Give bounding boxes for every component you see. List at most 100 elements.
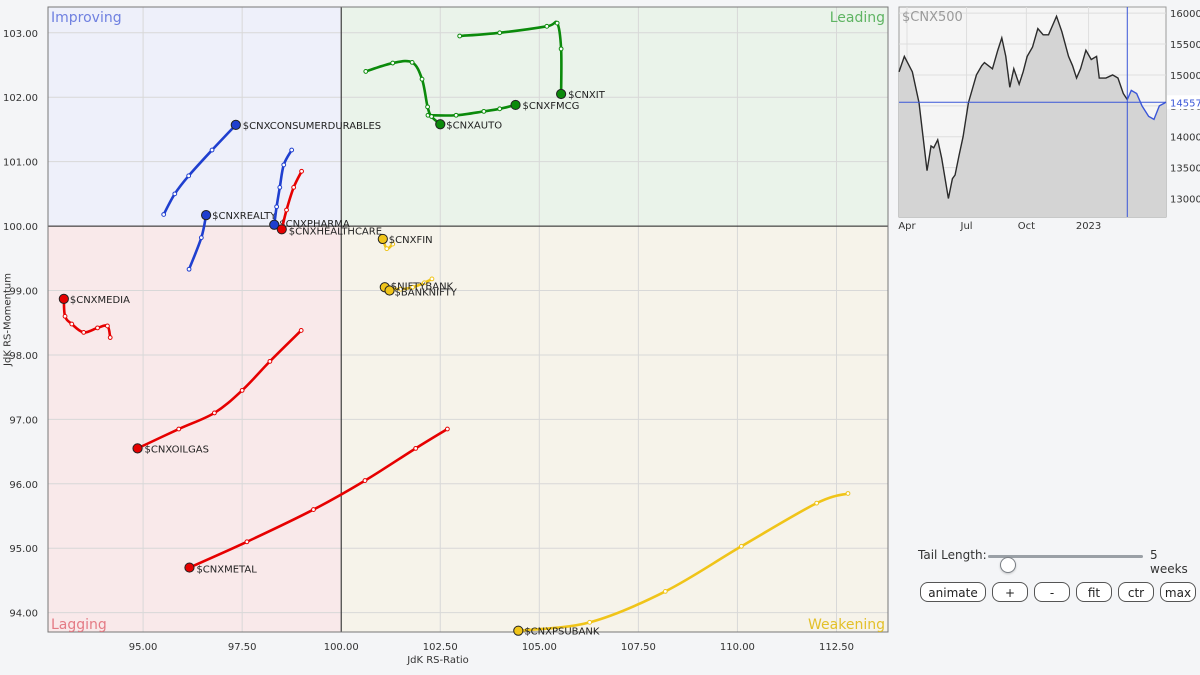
tail-point bbox=[239, 387, 245, 393]
y-tick-label: 94.00 bbox=[9, 609, 38, 620]
tail-point bbox=[62, 313, 68, 319]
tail-point bbox=[587, 619, 593, 625]
series-cnxpharma: $CNXPHARMA bbox=[269, 147, 350, 230]
head-point-cnxconsumerdurables bbox=[230, 119, 241, 131]
center-button[interactable]: ctr bbox=[1118, 582, 1154, 602]
mini-area-fill bbox=[899, 16, 1166, 217]
tail-point bbox=[738, 543, 744, 549]
fit-button[interactable]: fit bbox=[1076, 582, 1112, 602]
tail-point bbox=[413, 445, 419, 451]
y-tick-label: 97.00 bbox=[9, 415, 38, 426]
tail-point bbox=[284, 207, 289, 213]
zoom-in-button[interactable]: + bbox=[992, 582, 1028, 602]
head-point-cnxrealty bbox=[200, 210, 212, 221]
tail-point bbox=[311, 507, 316, 512]
tail-point bbox=[554, 20, 560, 26]
series-cnxconsumerdurables: $CNXCONSUMERDURABLES bbox=[161, 119, 381, 217]
tail-point bbox=[425, 104, 430, 110]
tail-point bbox=[453, 112, 459, 118]
x-axis-title: JdK RS-Ratio bbox=[406, 655, 469, 666]
x-tick-label: 112.50 bbox=[819, 642, 854, 653]
series-cnxpsubank: $CNXPSUBANK bbox=[513, 491, 851, 638]
mini-x-tick-label: Oct bbox=[1018, 221, 1035, 232]
mini-x-tick-label: 2023 bbox=[1076, 221, 1101, 232]
mini-y-tick-label: 15000 bbox=[1170, 71, 1200, 82]
mini-value-badge bbox=[1167, 95, 1200, 110]
tail-point bbox=[481, 108, 487, 114]
slider-thumb[interactable] bbox=[999, 557, 1016, 573]
label-banknifty: $BANKNIFTY bbox=[395, 288, 458, 299]
tail-point bbox=[362, 478, 368, 483]
tail-point bbox=[363, 69, 369, 74]
tail-point bbox=[81, 329, 87, 335]
quadrant-lagging bbox=[48, 226, 342, 633]
y-axis-title: JdK RS-Momentum bbox=[2, 273, 13, 367]
label-cnxpharma: $CNXPHARMA bbox=[279, 219, 350, 230]
quadrant-label-weakening: Weakening bbox=[808, 617, 885, 633]
tail-point bbox=[558, 46, 564, 52]
label-cnxfmcg: $CNXFMCG bbox=[523, 101, 580, 112]
y-tick-label: 98.00 bbox=[9, 351, 38, 362]
label-cnxit: $CNXIT bbox=[568, 90, 606, 101]
zoom-out-button[interactable]: - bbox=[1034, 582, 1070, 602]
mini-line-history bbox=[898, 14, 1128, 199]
tail-point bbox=[497, 106, 503, 112]
y-tick-label: 101.00 bbox=[3, 158, 38, 169]
tail-length-value: 5 weeks bbox=[1150, 548, 1188, 576]
head-point-cnxpsubank bbox=[513, 625, 524, 636]
head-point-cnxfin bbox=[377, 233, 388, 245]
mini-y-tick-label: 16000 bbox=[1170, 9, 1200, 20]
cnx500-mini-chart: $CNX500130001350014000145001500015500160… bbox=[898, 6, 1200, 232]
series-cnxmedia: $CNXMEDIA bbox=[58, 293, 130, 340]
x-tick-label: 110.00 bbox=[720, 642, 755, 653]
x-tick-label: 97.50 bbox=[228, 642, 257, 653]
tail-point bbox=[384, 246, 390, 252]
button-row: animate + - fit ctr max bbox=[918, 582, 1198, 604]
series-cnxmetal: $CNXMETAL bbox=[184, 426, 450, 576]
tail-line-cnxoilgas bbox=[136, 329, 303, 450]
tail-point bbox=[289, 147, 295, 153]
tail-point bbox=[291, 185, 297, 190]
series-cnxhealthcare: $CNXHEALTHCARE bbox=[276, 168, 382, 237]
y-tick-label: 100.00 bbox=[3, 222, 38, 233]
tail-point bbox=[390, 241, 396, 247]
mini-x-tick-label: Apr bbox=[898, 221, 916, 232]
y-tick-label: 95.00 bbox=[9, 544, 38, 555]
max-button[interactable]: max bbox=[1160, 582, 1196, 602]
mini-current-value-label: 14557.8 bbox=[1170, 98, 1200, 109]
x-tick-label: 95.00 bbox=[129, 642, 158, 653]
tail-point bbox=[212, 410, 217, 416]
tail-point bbox=[662, 589, 668, 594]
tail-point bbox=[544, 23, 550, 29]
tail-point bbox=[176, 426, 182, 432]
tail-point bbox=[444, 426, 450, 432]
tail-point bbox=[410, 284, 415, 290]
tail-point bbox=[298, 328, 304, 333]
x-tick-label: 100.00 bbox=[324, 642, 359, 653]
animate-button[interactable]: animate bbox=[920, 582, 986, 602]
y-tick-label: 102.00 bbox=[3, 93, 38, 104]
tail-point bbox=[105, 323, 110, 329]
tail-point bbox=[429, 276, 435, 282]
tail-point bbox=[398, 286, 404, 292]
label-cnxfin: $CNXFIN bbox=[389, 235, 433, 246]
tail-length-slider[interactable] bbox=[988, 555, 1143, 573]
tail-point bbox=[267, 358, 273, 364]
tail-line-cnxhealthcare bbox=[280, 170, 303, 231]
series-cnxfin: $CNXFIN bbox=[377, 233, 433, 252]
series-cnxrealty: $CNXREALTY bbox=[186, 210, 277, 272]
mini-y-tick-label: 15500 bbox=[1170, 40, 1200, 51]
y-tick-label: 96.00 bbox=[9, 480, 38, 491]
rrg-chart[interactable]: Improving Leading Lagging Weakening 95.00 97.… bbox=[0, 0, 895, 675]
head-point-cnxmedia bbox=[58, 293, 69, 304]
mini-y-tick-label: 13000 bbox=[1170, 194, 1200, 205]
tail-point bbox=[209, 147, 215, 153]
y-tick-label: 99.00 bbox=[9, 287, 38, 298]
quadrant-leading bbox=[341, 7, 889, 227]
quadrant-weakening bbox=[341, 226, 889, 633]
tail-point bbox=[274, 204, 280, 210]
tail-point bbox=[244, 539, 250, 545]
label-cnxoilgas: $CNXOILGAS bbox=[145, 444, 209, 455]
tail-point bbox=[186, 173, 192, 179]
tail-point bbox=[95, 325, 100, 331]
